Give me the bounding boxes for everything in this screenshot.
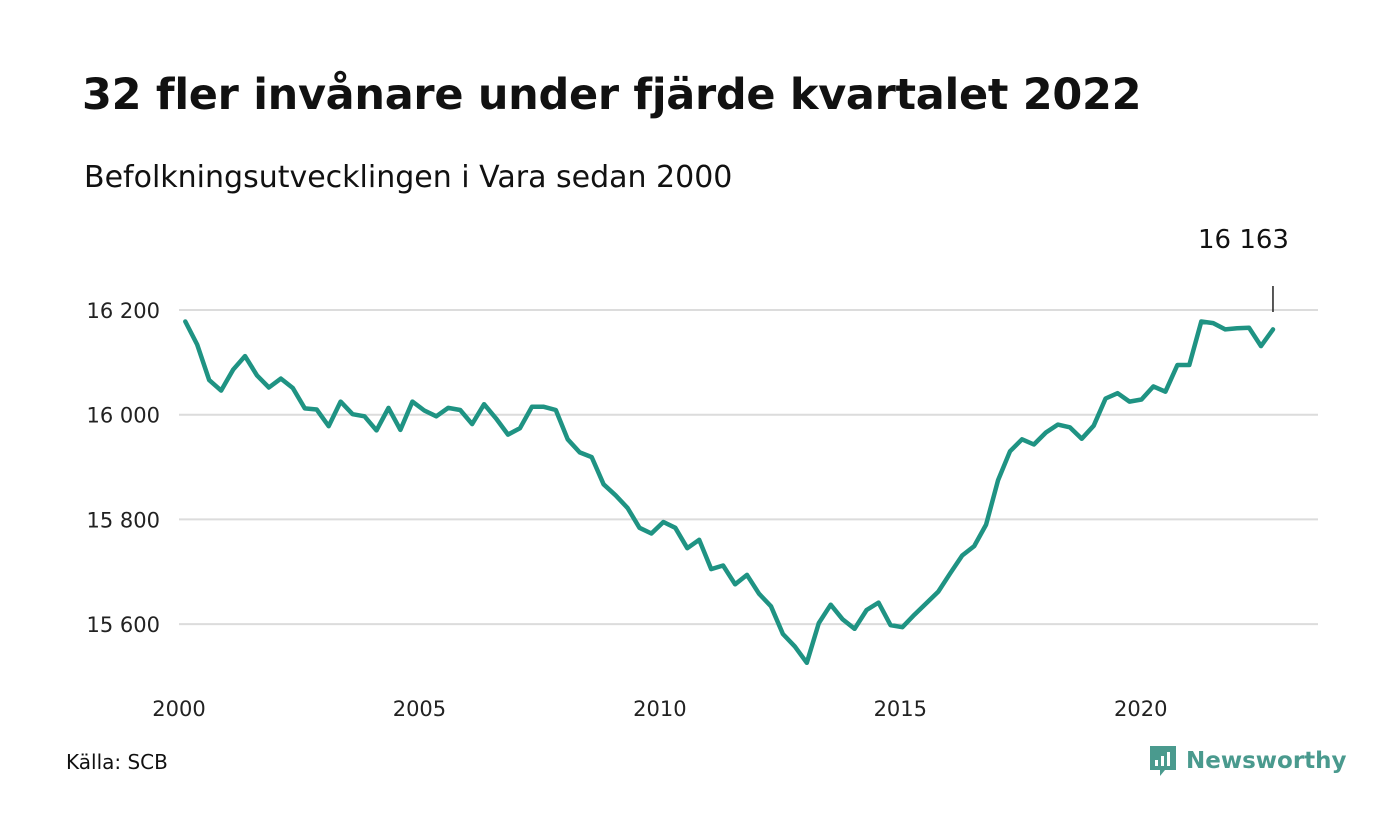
- newsworthy-logo-icon: [1150, 746, 1176, 776]
- source-note: Källa: SCB: [66, 750, 168, 774]
- y-tick-label: 15 600: [87, 613, 160, 637]
- brand-logo: Newsworthy: [1148, 744, 1347, 778]
- x-tick-label: 2020: [1114, 697, 1167, 721]
- chart-title: 32 fler invånare under fjärde kvartalet …: [82, 70, 1142, 120]
- series-line: [183, 319, 1276, 666]
- x-tick-label: 2000: [152, 697, 205, 721]
- x-tick-label: 2015: [874, 697, 927, 721]
- y-tick-label: 16 200: [87, 299, 160, 323]
- line-chart: 15 600 15 800 16 000 16 200 2000 2005 2010 201…: [87, 225, 1318, 721]
- chart-subtitle: Befolkningsutvecklingen i Vara sedan 200…: [84, 160, 733, 195]
- x-tick-label: 2010: [633, 697, 686, 721]
- annotation-label: 16 163: [1198, 225, 1289, 255]
- y-tick-label: 16 000: [87, 404, 160, 428]
- x-tick-label: 2005: [393, 697, 446, 721]
- y-tick-label: 15 800: [87, 508, 160, 532]
- brand-name: Newsworthy: [1186, 748, 1347, 774]
